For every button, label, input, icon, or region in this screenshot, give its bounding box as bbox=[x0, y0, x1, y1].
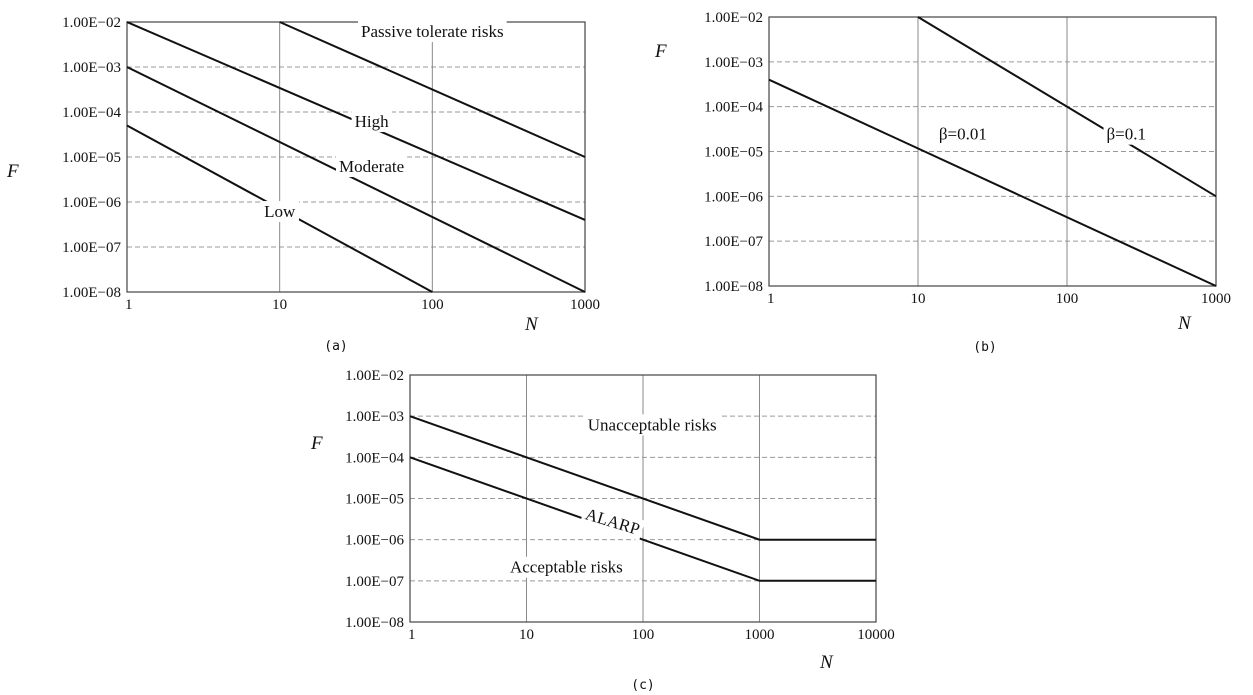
y-tick-label: 1.00E−04 bbox=[62, 105, 121, 121]
annotation-backdrop bbox=[261, 201, 299, 223]
series-line-2 bbox=[409, 456, 876, 582]
chart-panel-a: 1.00E−02 1.00E−03 1.00E−04 1.00E−05 1.00E−06… bbox=[6, 15, 600, 354]
x-tick-label: 10 bbox=[272, 297, 287, 313]
annotation: Low bbox=[264, 202, 296, 221]
x-tick-label: 10 bbox=[911, 291, 926, 307]
annotation-backdrop bbox=[358, 21, 507, 43]
x-tick-label: 1000 bbox=[745, 627, 775, 643]
x-tick-label: 100 bbox=[1056, 291, 1079, 307]
annotation-backdrop bbox=[336, 156, 408, 178]
panel-label: (b) bbox=[973, 340, 996, 355]
x-tick-label: 1000 bbox=[1201, 291, 1231, 307]
x-axis-label: N bbox=[1177, 313, 1192, 334]
chart-panel-c: 1.00E−02 1.00E−03 1.00E−04 1.00E−05 1.00E−06… bbox=[310, 368, 895, 693]
y-tick-label: 1.00E−04 bbox=[345, 450, 404, 466]
x-tick-label: 10 bbox=[519, 627, 534, 643]
annotation: Passive tolerate risks bbox=[361, 22, 504, 41]
annotation-backdrop bbox=[580, 502, 646, 541]
chart-panel-b: 1.00E−02 1.00E−03 1.00E−04 1.00E−05 1.00E−06… bbox=[654, 10, 1231, 355]
annotation-backdrop bbox=[506, 556, 626, 578]
y-tick-label: 1.00E−07 bbox=[704, 234, 763, 250]
y-tick-label: 1.00E−06 bbox=[345, 533, 404, 549]
panel-label: (a) bbox=[324, 339, 347, 354]
annotation-backdrop bbox=[935, 123, 990, 145]
y-tick-label: 1.00E−07 bbox=[62, 240, 121, 256]
y-tick-label: 1.00E−02 bbox=[345, 368, 404, 384]
series-line-1 bbox=[409, 415, 876, 541]
y-tick-label: 1.00E−05 bbox=[62, 150, 121, 166]
plot-frame bbox=[768, 16, 1217, 287]
y-tick-label: 1.00E−05 bbox=[345, 492, 404, 508]
x-tick-label: 1 bbox=[767, 291, 775, 307]
y-axis-label: F bbox=[6, 161, 19, 182]
annotation: High bbox=[355, 112, 390, 131]
panel-label: (c) bbox=[631, 678, 654, 693]
annotation-backdrop bbox=[351, 111, 393, 133]
y-tick-label: 1.00E−05 bbox=[704, 145, 763, 161]
y-tick-label: 1.00E−03 bbox=[345, 409, 404, 425]
y-axis-label: F bbox=[654, 41, 667, 62]
x-tick-label: 1 bbox=[125, 297, 133, 313]
y-tick-label: 1.00E−06 bbox=[704, 189, 763, 205]
y-axis-label: F bbox=[310, 433, 323, 454]
series-line-2 bbox=[126, 66, 586, 293]
annotation: Unacceptable risks bbox=[588, 415, 717, 434]
x-tick-label: 10000 bbox=[857, 627, 895, 643]
x-tick-label: 1000 bbox=[570, 297, 600, 313]
x-tick-label: 100 bbox=[421, 297, 444, 313]
annotation-backdrop bbox=[584, 414, 720, 436]
y-tick-label: 1.00E−04 bbox=[704, 100, 763, 116]
series-line-4 bbox=[279, 21, 586, 158]
y-tick-label: 1.00E−03 bbox=[704, 55, 763, 71]
annotation: Moderate bbox=[339, 157, 404, 176]
x-tick-label: 100 bbox=[632, 627, 655, 643]
y-tick-label: 1.00E−02 bbox=[704, 10, 763, 26]
y-tick-label: 1.00E−08 bbox=[345, 615, 404, 631]
annotation: ALARP bbox=[583, 505, 642, 539]
y-tick-label: 1.00E−08 bbox=[62, 285, 121, 301]
y-tick-label: 1.00E−07 bbox=[345, 574, 404, 590]
annotation: β=0.1 bbox=[1107, 125, 1147, 144]
annotation: Acceptable risks bbox=[510, 558, 623, 577]
x-tick-label: 1 bbox=[408, 627, 416, 643]
y-tick-label: 1.00E−03 bbox=[62, 60, 121, 76]
y-tick-label: 1.00E−08 bbox=[704, 279, 763, 295]
annotation: β=0.01 bbox=[939, 125, 987, 144]
series-line-2 bbox=[917, 16, 1217, 198]
y-tick-label: 1.00E−02 bbox=[62, 15, 121, 31]
series-line-1 bbox=[768, 78, 1217, 287]
annotation-backdrop bbox=[1103, 123, 1150, 145]
x-axis-label: N bbox=[819, 652, 834, 673]
plot-frame bbox=[409, 374, 877, 623]
y-tick-label: 1.00E−06 bbox=[62, 195, 121, 211]
x-axis-label: N bbox=[524, 314, 539, 335]
